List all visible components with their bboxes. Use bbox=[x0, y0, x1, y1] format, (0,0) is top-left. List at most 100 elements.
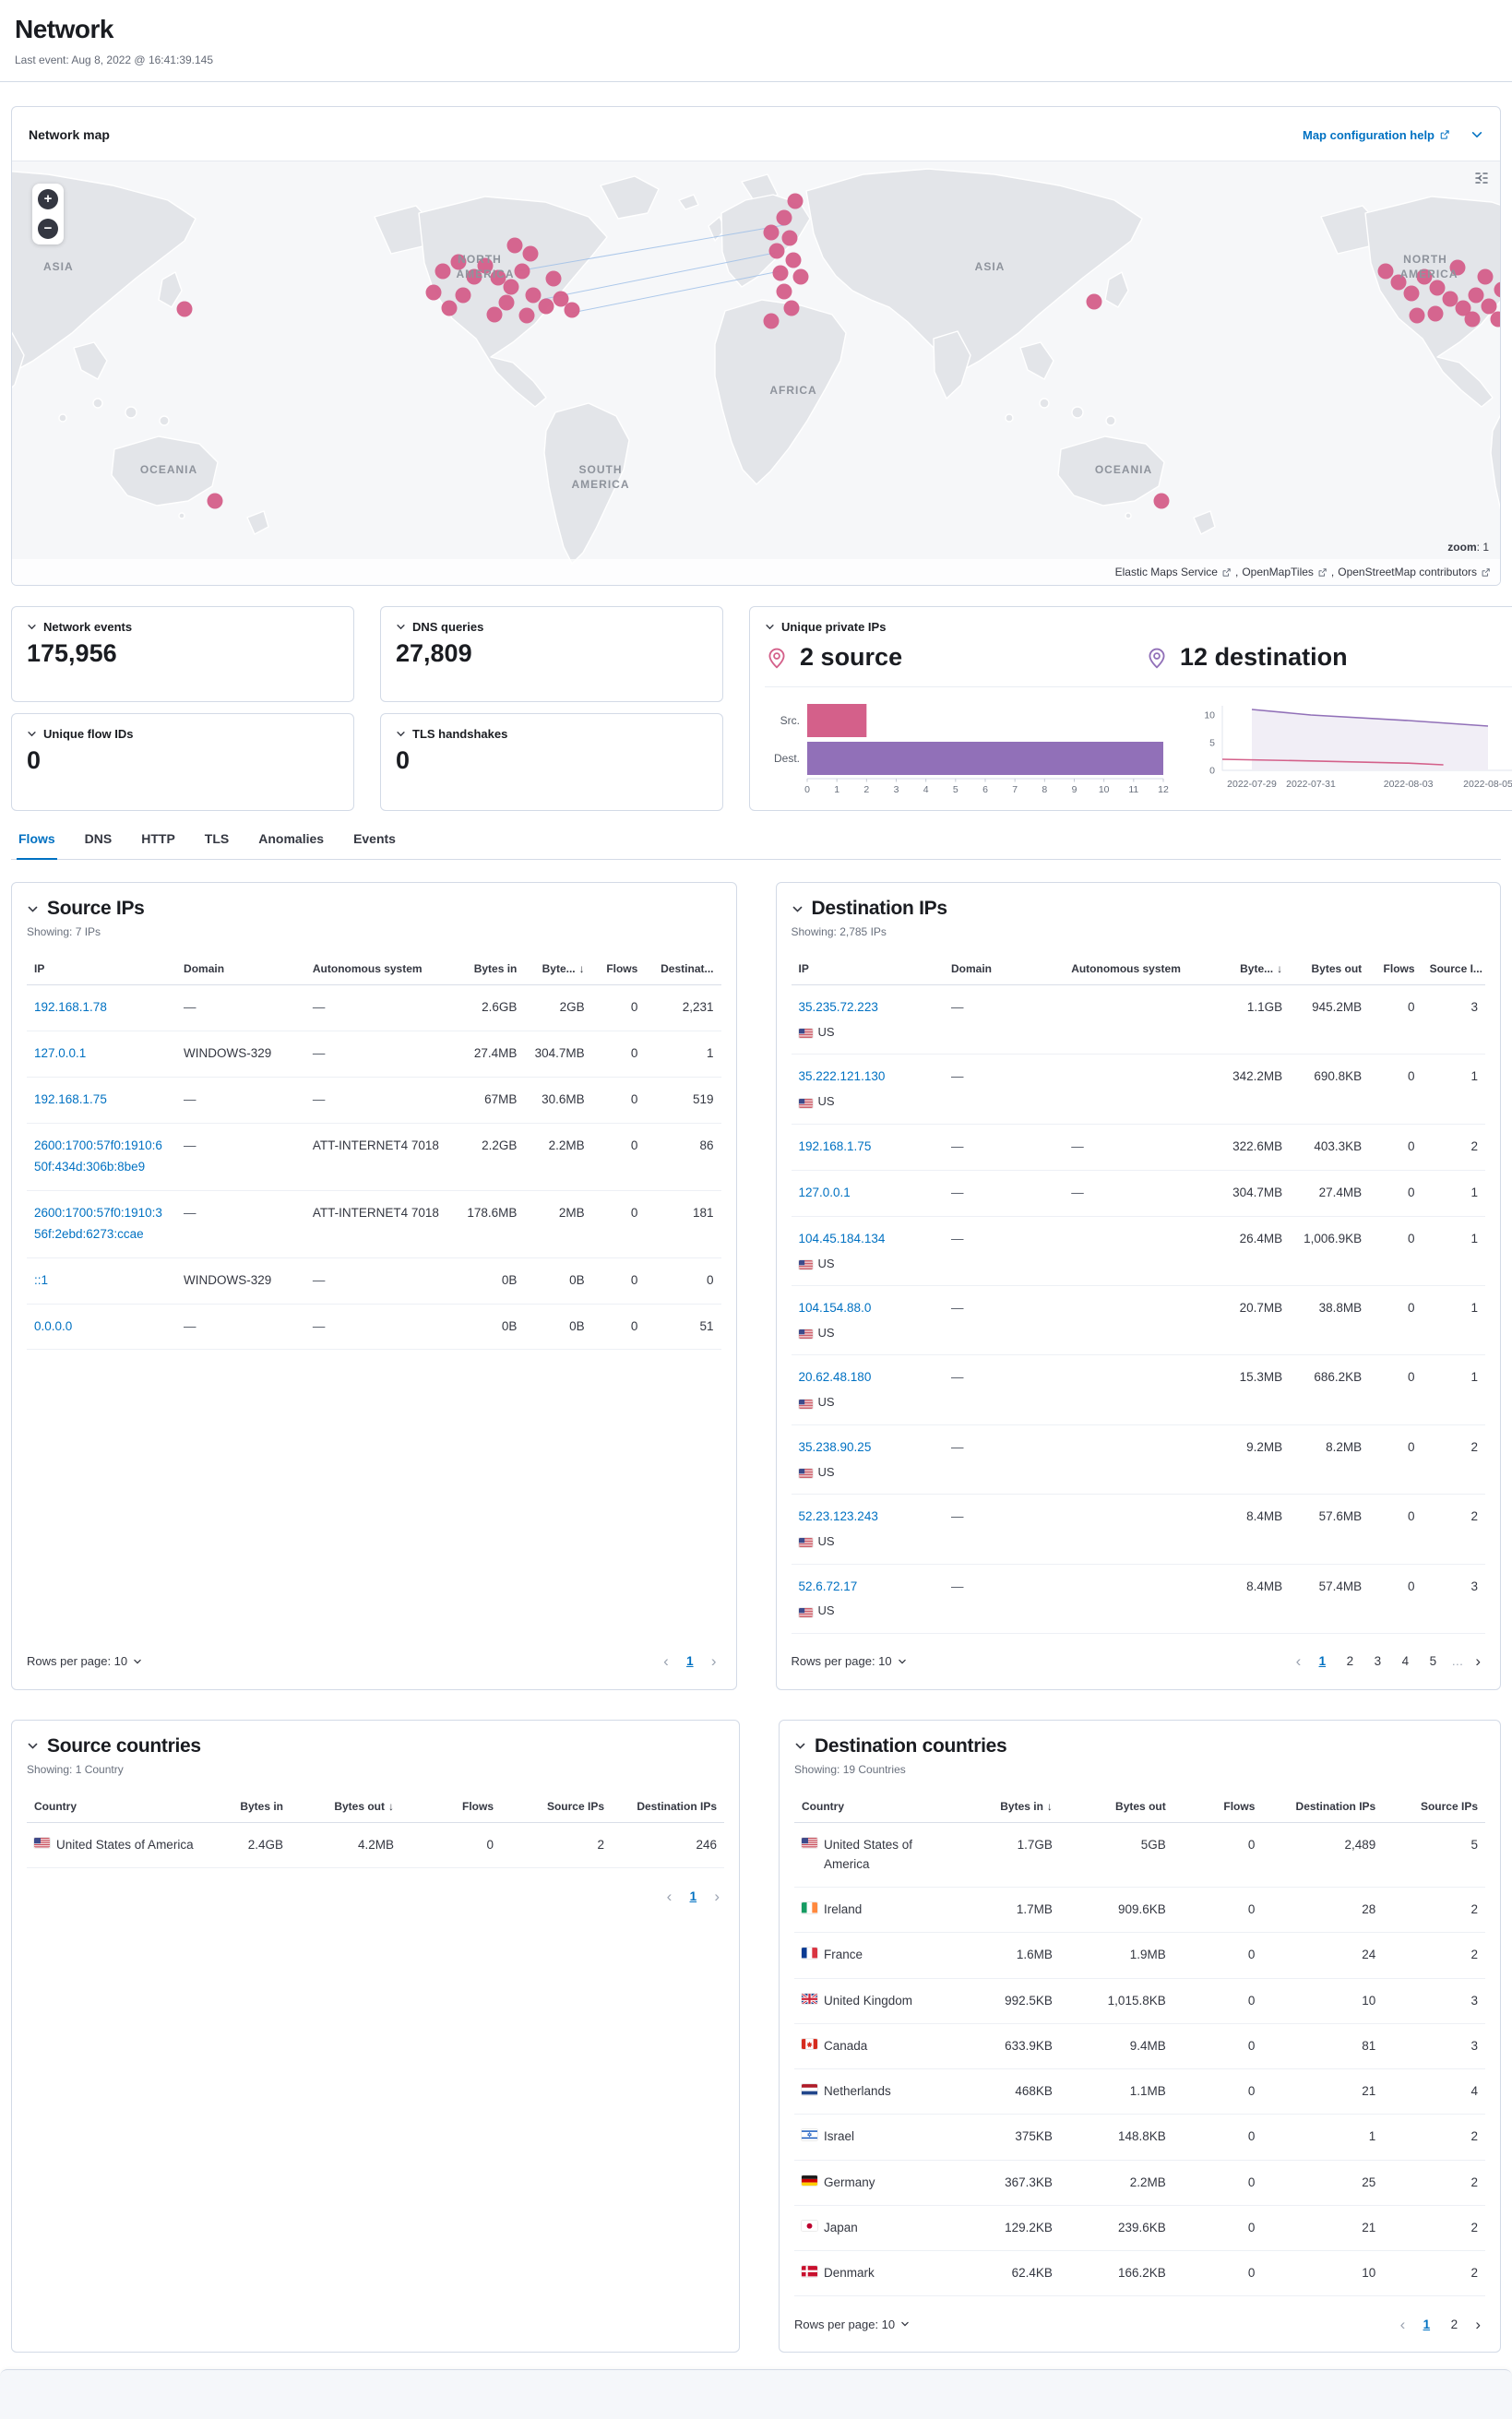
column-header-bytes_in[interactable]: Bytes in bbox=[202, 1792, 291, 1823]
tab-tls[interactable]: TLS bbox=[204, 831, 230, 846]
source-ips-header[interactable]: Source IPs bbox=[27, 898, 721, 920]
column-header-count[interactable]: Destinat... bbox=[645, 955, 721, 985]
map-attribution-link[interactable]: OpenStreetMap contributors bbox=[1338, 566, 1491, 578]
map-marker[interactable] bbox=[455, 287, 471, 304]
next-page-button[interactable]: › bbox=[714, 1887, 720, 1905]
ip-link[interactable]: 127.0.0.1 bbox=[34, 1045, 87, 1060]
page-2-button[interactable]: 2 bbox=[1450, 2317, 1458, 2331]
world-map[interactable]: ASIA NORTH AMERICA ASIA AFRICA SOUTH AMERICA OC… bbox=[12, 161, 1500, 585]
tab-flows[interactable]: Flows bbox=[17, 828, 57, 860]
map-marker[interactable] bbox=[776, 283, 792, 300]
map-marker[interactable] bbox=[768, 243, 785, 259]
rows-per-page-selector[interactable]: Rows per page: 10 bbox=[792, 1654, 907, 1668]
map-marker[interactable] bbox=[207, 493, 223, 509]
stat-header[interactable]: DNS queries bbox=[396, 620, 708, 634]
column-header-bytes_out[interactable]: Byte... ↓ bbox=[524, 955, 592, 985]
column-header-country[interactable]: Country bbox=[794, 1792, 968, 1823]
rows-per-page-selector[interactable]: Rows per page: 10 bbox=[794, 2318, 910, 2331]
ip-link[interactable]: 104.45.184.134 bbox=[798, 1231, 886, 1245]
map-marker[interactable] bbox=[785, 252, 802, 268]
ip-link[interactable]: 192.168.1.75 bbox=[798, 1138, 872, 1153]
map-marker[interactable] bbox=[518, 307, 535, 324]
ip-link[interactable]: 104.154.88.0 bbox=[798, 1301, 872, 1315]
ip-link[interactable]: 52.6.72.17 bbox=[798, 1579, 858, 1593]
column-header-bytes_in[interactable]: Byte... ↓ bbox=[1218, 955, 1291, 985]
column-header-flows[interactable]: Flows bbox=[1173, 1792, 1263, 1823]
map-attribution-link[interactable]: Elastic Maps Service, bbox=[1114, 566, 1239, 578]
page-2-button[interactable]: 2 bbox=[1346, 1654, 1354, 1669]
destination-ips-header[interactable]: Destination IPs bbox=[792, 898, 1486, 920]
map-marker[interactable] bbox=[486, 306, 503, 323]
column-header-dest_ips[interactable]: Destination IPs bbox=[612, 1792, 724, 1823]
map-marker[interactable] bbox=[1153, 493, 1170, 509]
column-header-bytes_out[interactable]: Bytes out bbox=[1290, 955, 1370, 985]
ip-link[interactable]: 2600:1700:57f0:1910:356f:2ebd:6273:ccae bbox=[34, 1205, 162, 1241]
map-marker[interactable] bbox=[1490, 311, 1501, 328]
ip-link[interactable]: 35.235.72.223 bbox=[798, 1000, 878, 1014]
previous-page-button[interactable]: ‹ bbox=[663, 1652, 669, 1671]
tab-dns[interactable]: DNS bbox=[84, 831, 113, 846]
map-marker[interactable] bbox=[1377, 263, 1394, 280]
column-header-src_ips[interactable]: Source IPs bbox=[501, 1792, 612, 1823]
column-header-dest_ips[interactable]: Destination IPs bbox=[1262, 1792, 1384, 1823]
map-marker[interactable] bbox=[787, 193, 804, 209]
column-header-domain[interactable]: Domain bbox=[176, 955, 305, 985]
map-marker[interactable] bbox=[466, 268, 482, 285]
map-marker[interactable] bbox=[553, 291, 569, 307]
map-marker[interactable] bbox=[176, 301, 193, 317]
map-marker[interactable] bbox=[1086, 293, 1102, 310]
previous-page-button[interactable]: ‹ bbox=[1399, 2315, 1406, 2333]
previous-page-button[interactable]: ‹ bbox=[1295, 1652, 1302, 1671]
map-marker[interactable] bbox=[792, 268, 809, 285]
column-header-ip[interactable]: IP bbox=[791, 955, 944, 985]
map-marker[interactable] bbox=[525, 287, 542, 304]
column-header-src_ips[interactable]: Source IPs bbox=[1383, 1792, 1485, 1823]
column-header-bytes_out[interactable]: Bytes out bbox=[1059, 1792, 1173, 1823]
map-marker[interactable] bbox=[1409, 307, 1425, 324]
map-marker[interactable] bbox=[1449, 259, 1466, 276]
map-attribution-link[interactable]: OpenMapTiles, bbox=[1242, 566, 1335, 578]
zoom-out-button[interactable]: − bbox=[38, 219, 58, 239]
ip-link[interactable]: 35.238.90.25 bbox=[798, 1439, 872, 1454]
column-header-country[interactable]: Country bbox=[27, 1792, 202, 1823]
previous-page-button[interactable]: ‹ bbox=[666, 1887, 673, 1905]
map-marker[interactable] bbox=[776, 209, 792, 226]
map-marker[interactable] bbox=[490, 269, 506, 286]
map-marker[interactable] bbox=[781, 230, 798, 246]
map-marker[interactable] bbox=[545, 270, 562, 287]
page-4-button[interactable]: 4 bbox=[1401, 1654, 1410, 1669]
map-marker[interactable] bbox=[1455, 300, 1471, 316]
map-marker[interactable] bbox=[522, 245, 539, 262]
zoom-in-button[interactable]: + bbox=[38, 189, 58, 209]
map-marker[interactable] bbox=[763, 224, 780, 241]
column-header-flows[interactable]: Flows bbox=[1369, 955, 1423, 985]
map-marker[interactable] bbox=[435, 263, 451, 280]
map-marker[interactable] bbox=[1403, 285, 1420, 302]
page-1-button[interactable]: 1 bbox=[1318, 1654, 1327, 1669]
map-marker[interactable] bbox=[441, 300, 458, 316]
map-marker[interactable] bbox=[1468, 287, 1484, 304]
map-marker[interactable] bbox=[503, 279, 519, 295]
tab-anomalies[interactable]: Anomalies bbox=[258, 831, 325, 846]
destination-countries-header[interactable]: Destination countries bbox=[794, 1735, 1485, 1758]
next-page-button[interactable]: › bbox=[1475, 2315, 1481, 2333]
rows-per-page-selector[interactable]: Rows per page: 10 bbox=[27, 1654, 142, 1668]
map-marker[interactable] bbox=[1477, 268, 1494, 285]
map-marker[interactable] bbox=[1464, 311, 1481, 328]
page-1-button[interactable]: 1 bbox=[689, 1889, 697, 1903]
ip-link[interactable]: 52.23.123.243 bbox=[798, 1509, 878, 1524]
next-page-button[interactable]: › bbox=[710, 1652, 717, 1671]
source-countries-header[interactable]: Source countries bbox=[27, 1735, 724, 1758]
page-1-button[interactable]: 1 bbox=[686, 1654, 694, 1669]
column-header-flows[interactable]: Flows bbox=[591, 955, 646, 985]
ip-link[interactable]: 192.168.1.75 bbox=[34, 1091, 107, 1106]
column-header-as[interactable]: Autonomous system bbox=[1064, 955, 1219, 985]
stat-header[interactable]: Network events bbox=[27, 620, 339, 634]
ip-link[interactable]: 35.222.121.130 bbox=[798, 1069, 886, 1084]
map-marker[interactable] bbox=[1481, 298, 1497, 315]
page-1-button[interactable]: 1 bbox=[1423, 2317, 1431, 2331]
page-5-button[interactable]: 5 bbox=[1429, 1654, 1437, 1669]
ip-link[interactable]: ::1 bbox=[34, 1272, 49, 1287]
timeline-bar[interactable] bbox=[0, 2369, 1512, 2419]
ip-link[interactable]: 192.168.1.78 bbox=[34, 1000, 107, 1014]
